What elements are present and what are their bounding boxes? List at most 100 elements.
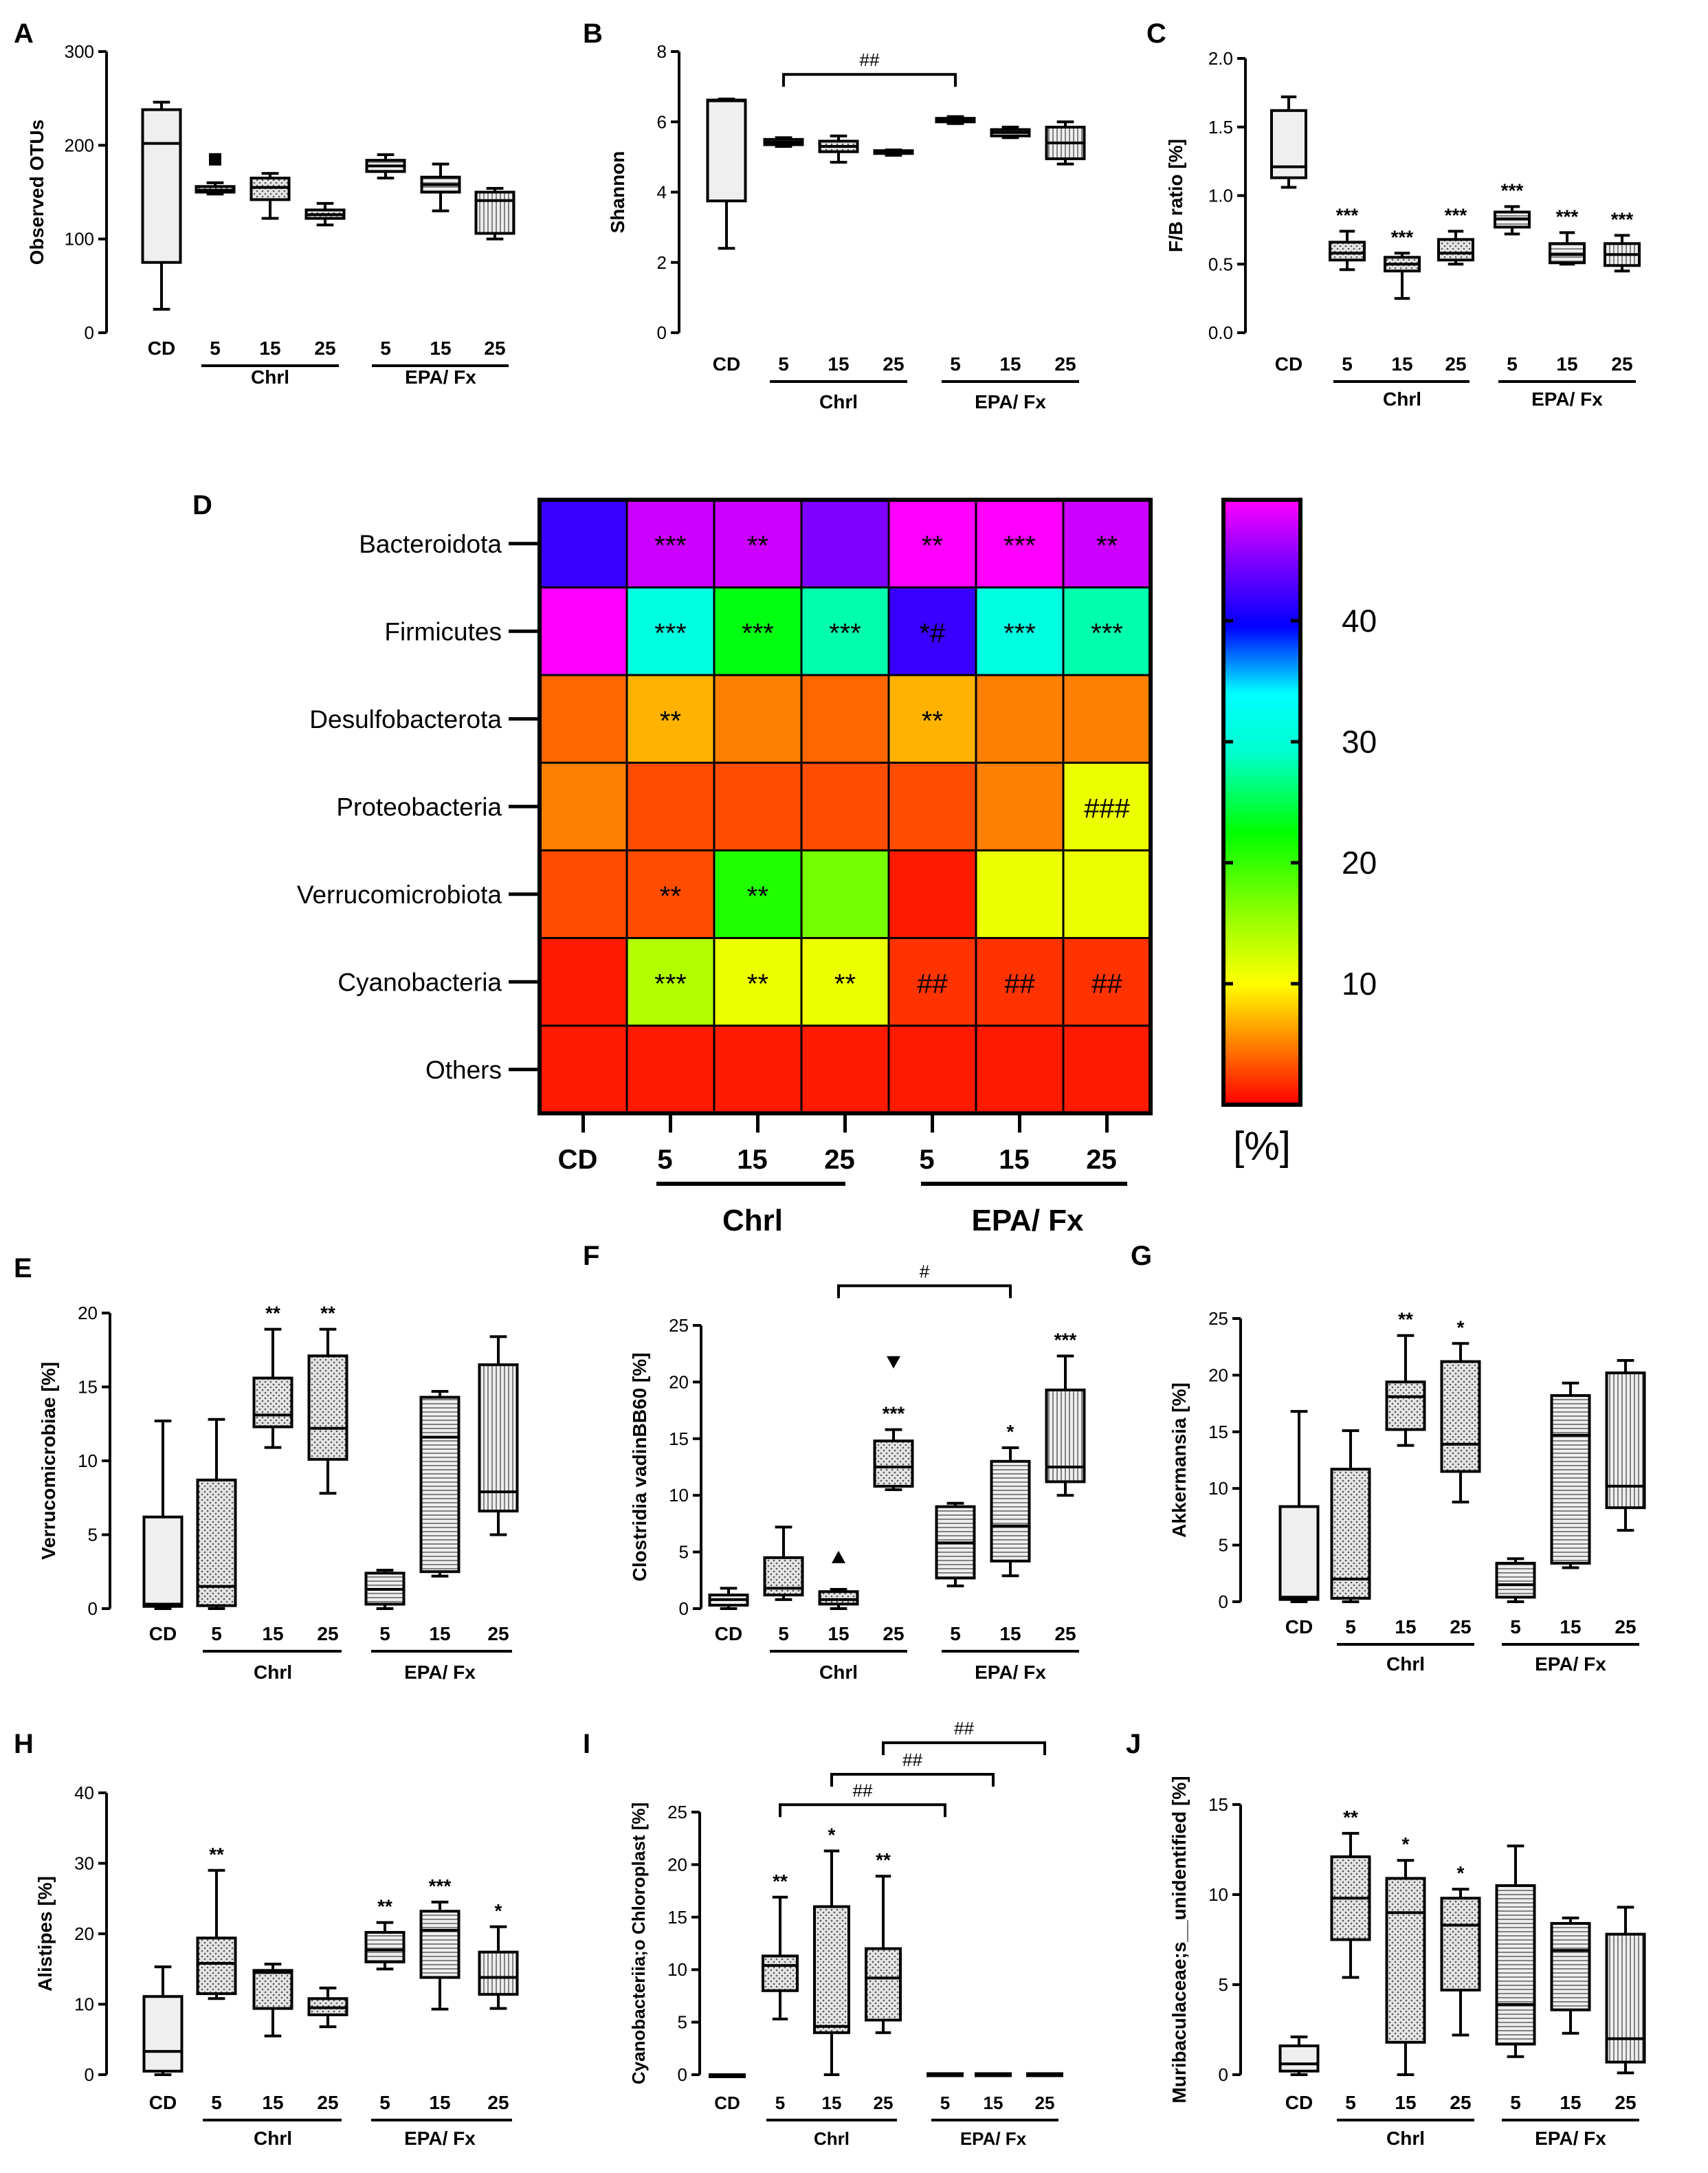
heatmap-cell (887, 498, 977, 588)
box-3: * (1440, 1316, 1481, 1503)
x-tick-label: 5 (211, 1623, 222, 1644)
panel-letter-b: B (583, 19, 603, 49)
y-axis-label: Verrucomicrobiae [%] (38, 1362, 59, 1560)
heatmap-annotation: *** (1003, 618, 1036, 648)
significance-label: * (495, 1900, 502, 1921)
x-tick-label: CD (713, 353, 740, 375)
group-label-epa: EPA/ Fx (975, 1662, 1046, 1683)
group-label-chrl: Chrl (819, 1662, 858, 1683)
x-tick-label: 15 (262, 1623, 283, 1644)
box-iqr (1278, 2044, 1320, 2073)
box-iqr (1329, 241, 1366, 262)
box-2: * (813, 1824, 850, 2076)
box-iqr (873, 1440, 914, 1488)
box-5 (990, 125, 1031, 140)
significance-label: ** (377, 1896, 392, 1917)
x-tick-label: 25 (883, 353, 904, 375)
box-3 (307, 1986, 348, 2029)
group-label-chrl: Chrl (1383, 388, 1421, 410)
box-iqr (142, 1995, 184, 2073)
heatmap-annotation: ** (747, 881, 768, 912)
box-1 (1330, 1429, 1371, 1603)
heatmap-panel: *** ** ** *** **Bacteroidota*** *** *** *# *** **… (297, 498, 1377, 1237)
x-tick-label: 5 (1345, 1616, 1356, 1637)
significance-label: *** (1336, 204, 1359, 225)
group-label-chrl: Chrl (251, 366, 289, 388)
heatmap-cell (625, 586, 716, 676)
box-iqr (1437, 238, 1474, 262)
heatmap-annotation: ## (1091, 969, 1122, 999)
significance-label: *** (1054, 1329, 1077, 1350)
significance-label: * (828, 1824, 836, 1846)
box-0 (141, 100, 182, 311)
bracket-label: ## (860, 49, 880, 70)
row-label: Firmicutes (384, 617, 502, 646)
bracket-label: ## (853, 1780, 873, 1800)
x-tick-label: 15 (828, 353, 849, 375)
outlier-marker (832, 1550, 845, 1563)
box-3: *** (873, 1403, 914, 1491)
box-iqr (818, 1590, 859, 1606)
heatmap-annotation: ** (922, 531, 943, 561)
box-3: ** (865, 1849, 902, 2034)
col-label: 15 (999, 1145, 1030, 1175)
box-3: ** (307, 1303, 348, 1495)
box-3 (873, 148, 914, 157)
significance-label: ** (876, 1849, 891, 1871)
row-label: Others (425, 1056, 502, 1084)
x-tick-label: 5 (1507, 353, 1518, 375)
box-1 (763, 1525, 804, 1601)
box-2 (818, 1587, 859, 1610)
row-label: Bacteroidota (359, 530, 502, 558)
heatmap-cell (713, 762, 803, 852)
y-axis-label: F/B ratio [%] (1165, 139, 1186, 252)
box-0 (1270, 95, 1307, 189)
y-tick-label: 40 (74, 1783, 94, 1803)
y-tick-label: 200 (65, 135, 94, 155)
x-tick-label: 5 (379, 1623, 390, 1644)
heatmap-cell (887, 586, 977, 676)
panel-i: 0 5 10 15 20 25 Cyanobacteriia;o Chloroplast [… (628, 1718, 1063, 2149)
box-1: ** (1330, 1807, 1371, 1979)
heatmap-cell (887, 674, 977, 764)
box-5: *** (1549, 206, 1586, 266)
box-6: *** (1045, 1329, 1086, 1497)
group-label-chrl: Chrl (722, 1204, 783, 1237)
y-tick-label: 10 (74, 1994, 94, 2015)
y-tick-label: 0.0 (1208, 322, 1233, 343)
x-tick-label: CD (148, 338, 175, 359)
y-tick-label: 8 (657, 41, 667, 62)
x-tick-label: 5 (379, 2092, 390, 2113)
significance-label: ** (1343, 1807, 1358, 1828)
x-tick-label: 5 (950, 1623, 961, 1644)
y-tick-label: 1.5 (1208, 117, 1233, 137)
row-label: Verrucomicrobiota (297, 881, 502, 909)
y-tick-label: 10 (1208, 1478, 1228, 1499)
y-tick-label: 0 (678, 2064, 687, 2085)
heatmap-cell (538, 762, 628, 852)
col-label: 25 (824, 1145, 855, 1175)
box-2 (249, 172, 291, 220)
bracket-label: ## (954, 1718, 974, 1739)
x-tick-label: 5 (1342, 353, 1353, 375)
box-0 (142, 1419, 184, 1610)
group-label-epa: EPA/ Fx (404, 1662, 476, 1683)
heatmap-annotation: *** (654, 618, 687, 648)
box-5 (975, 2072, 1012, 2077)
group-label-epa: EPA/ Fx (1535, 1653, 1606, 1675)
heatmap-annotation: *** (742, 618, 774, 648)
box-iqr (813, 1905, 850, 2034)
comparison-bracket (779, 1803, 946, 1818)
x-tick-label: 25 (1615, 1616, 1636, 1637)
box-2: * (1385, 1833, 1426, 2076)
box-5 (419, 1389, 461, 1578)
x-tick-label: 15 (1395, 1616, 1416, 1637)
y-tick-label: 5 (678, 2012, 687, 2033)
y-axis-label: Clostridia vadinBB60 [%] (629, 1353, 650, 1582)
heatmap-cell (887, 1024, 977, 1114)
col-label: 5 (919, 1145, 934, 1175)
y-tick-label: 2 (657, 252, 667, 273)
